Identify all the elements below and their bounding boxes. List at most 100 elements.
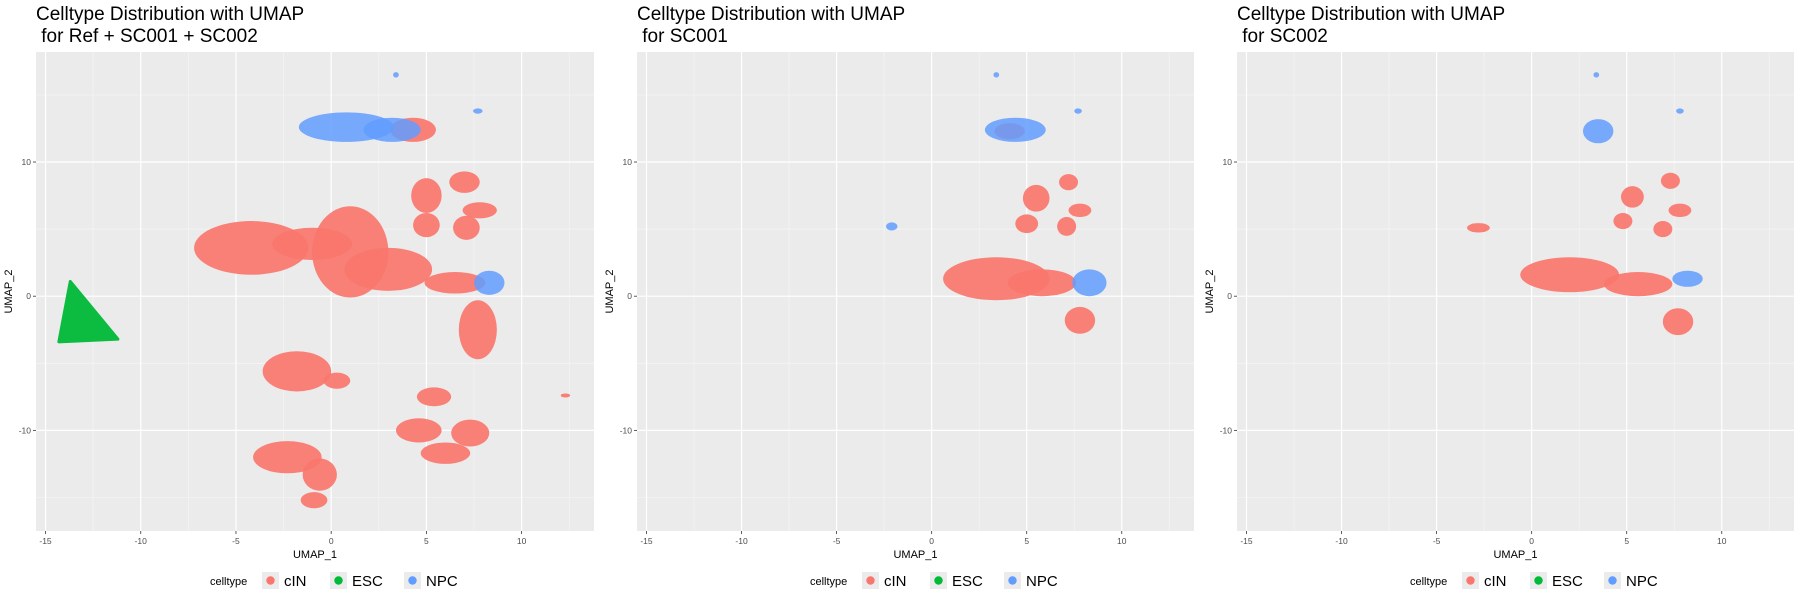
cluster-cin <box>1621 186 1644 208</box>
cluster-npc <box>886 222 898 231</box>
cluster-cin <box>453 215 480 240</box>
x-tick-label: 5 <box>1624 536 1629 546</box>
umap-panel-2: Celltype Distribution with UMAP for SC00… <box>604 4 1194 590</box>
cluster-cin <box>413 213 440 238</box>
cluster-cin <box>411 178 442 214</box>
y-tick-label: 10 <box>1223 157 1233 167</box>
cluster-npc <box>363 117 421 142</box>
panel-title: Celltype Distribution with UMAP for Ref … <box>36 4 304 47</box>
cluster-cin <box>1520 257 1620 293</box>
x-tick-label: -15 <box>39 536 52 546</box>
cluster-cin <box>449 171 480 193</box>
legend: celltype cIN ESC NPC <box>1410 572 1658 590</box>
x-tick-label: -10 <box>1335 536 1348 546</box>
cluster-cin <box>1613 213 1633 230</box>
legend-label-cin: cIN <box>1484 573 1507 590</box>
y-axis-title: UMAP_2 <box>604 269 616 313</box>
y-tick-label: 0 <box>627 291 632 301</box>
y-axis-title: UMAP_2 <box>1204 269 1216 313</box>
cluster-cin <box>1603 272 1673 297</box>
x-tick-label: -5 <box>1433 536 1441 546</box>
x-tick-label: -5 <box>833 536 841 546</box>
plot-background <box>1237 52 1794 531</box>
cluster-cin <box>1007 269 1077 297</box>
cluster-npc <box>1074 108 1082 114</box>
cluster-npc <box>393 72 399 78</box>
cluster-cin <box>420 442 471 464</box>
x-tick-label: -10 <box>735 536 748 546</box>
x-axis-title: UMAP_1 <box>293 549 337 561</box>
cluster-cin <box>424 272 486 294</box>
x-tick-label: -5 <box>232 536 240 546</box>
cluster-cin <box>1660 172 1680 189</box>
cluster-npc <box>1072 269 1107 297</box>
legend-key-esc <box>334 576 343 585</box>
legend-key-esc <box>934 576 943 585</box>
y-tick-label: -10 <box>1220 425 1233 435</box>
cluster-cin <box>458 300 497 360</box>
legend-label-cin: cIN <box>884 573 907 590</box>
x-tick-label: 0 <box>329 536 334 546</box>
umap-panel-3: Celltype Distribution with UMAP for SC00… <box>1204 4 1794 590</box>
cluster-esc <box>57 279 120 344</box>
panel-title: Celltype Distribution with UMAP for SC00… <box>1237 4 1505 47</box>
cluster-cin <box>1059 174 1079 191</box>
legend-key-cin <box>266 576 275 585</box>
cluster-cin <box>1022 184 1050 212</box>
legend: celltype cIN ESC NPC <box>210 572 458 590</box>
y-tick-label: -10 <box>620 425 633 435</box>
cluster-cin <box>344 247 433 291</box>
x-tick-label: -15 <box>640 536 653 546</box>
y-tick-label: 0 <box>1227 291 1232 301</box>
legend-label-cin: cIN <box>284 573 307 590</box>
cluster-cin <box>1467 223 1490 233</box>
cluster-npc <box>1582 119 1614 144</box>
cluster-cin <box>1015 214 1039 234</box>
legend-label-esc: ESC <box>952 573 983 590</box>
y-tick-label: 10 <box>22 157 32 167</box>
cluster-npc <box>1672 270 1703 287</box>
cluster-cin <box>451 419 490 447</box>
cluster-cin <box>395 418 442 443</box>
legend-title: celltype <box>210 576 247 588</box>
cluster-npc <box>984 117 1046 142</box>
legend: celltype cIN ESC NPC <box>810 572 1058 590</box>
gridlines <box>36 52 594 531</box>
legend-label-esc: ESC <box>1552 573 1583 590</box>
legend-title: celltype <box>810 576 847 588</box>
y-tick-label: -10 <box>19 425 32 435</box>
x-tick-label: -15 <box>1240 536 1253 546</box>
cluster-cin <box>416 387 452 407</box>
legend-key-cin <box>866 576 875 585</box>
x-tick-label: -10 <box>135 536 148 546</box>
legend-title: celltype <box>1410 576 1447 588</box>
cluster-cin <box>1068 203 1092 218</box>
legend-label-npc: NPC <box>1626 573 1658 590</box>
legend-label-esc: ESC <box>352 573 383 590</box>
x-tick-label: 5 <box>424 536 429 546</box>
legend-key-npc <box>1008 576 1017 585</box>
cluster-cin <box>462 202 497 219</box>
plot-background <box>637 52 1194 531</box>
cluster-cin <box>1653 221 1673 238</box>
cluster-cin <box>1057 217 1077 236</box>
x-tick-label: 0 <box>1529 536 1534 546</box>
y-axis-title: UMAP_2 <box>3 269 15 313</box>
cluster-cin <box>1064 306 1096 334</box>
x-tick-label: 10 <box>1117 536 1127 546</box>
panel-title: Celltype Distribution with UMAP for SC00… <box>637 4 905 47</box>
umap-panel-1: Celltype Distribution with UMAP for Ref … <box>3 4 594 590</box>
legend-key-npc <box>1608 576 1617 585</box>
cluster-cin <box>302 458 337 491</box>
x-axis-title: UMAP_1 <box>1493 549 1537 561</box>
x-tick-label: 0 <box>929 536 934 546</box>
x-axis-title: UMAP_1 <box>893 549 937 561</box>
x-tick-label: 10 <box>517 536 527 546</box>
y-tick-label: 10 <box>623 157 633 167</box>
gridlines <box>637 52 1194 531</box>
cluster-cin <box>300 492 328 509</box>
cluster-cin <box>323 372 351 389</box>
cluster-cin <box>1668 203 1692 218</box>
x-tick-label: 5 <box>1024 536 1029 546</box>
